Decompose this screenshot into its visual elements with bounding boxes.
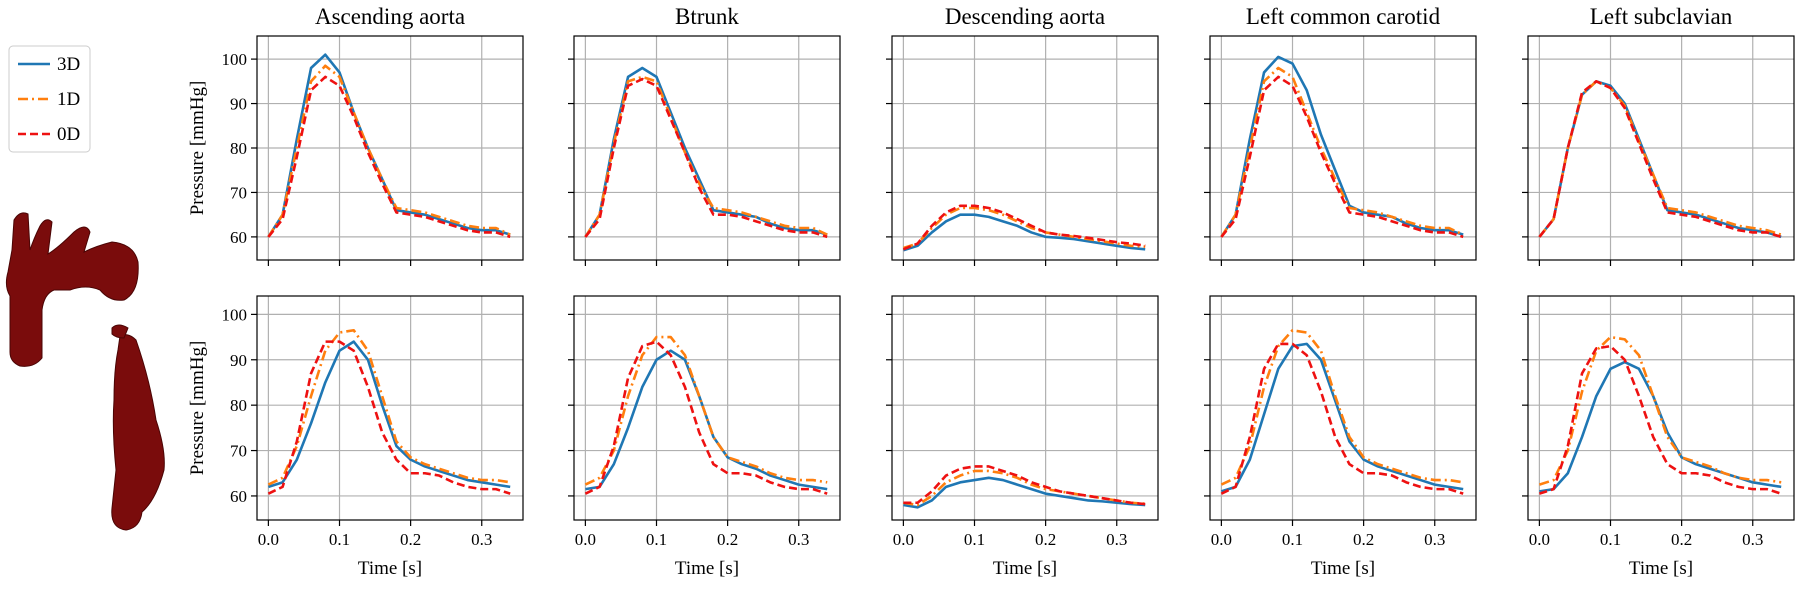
series-line bbox=[1538, 335, 1782, 486]
subplot-title: Left common carotid bbox=[1246, 4, 1441, 29]
y-tick-label: 100 bbox=[222, 50, 248, 69]
series-line bbox=[267, 53, 511, 238]
series-line bbox=[1538, 80, 1782, 239]
aorta-model bbox=[5, 212, 165, 531]
subplot: 0.0 0.1 0.2 0.3 Time [s] bbox=[886, 295, 1159, 579]
series-line bbox=[1220, 75, 1464, 239]
subplot: 0.0 0.1 0.2 0.3 60 70 80 90 100 Time [s] Pressure … bbox=[187, 295, 524, 579]
legend-label: 0D bbox=[57, 124, 80, 145]
series-line bbox=[1220, 55, 1464, 238]
series-line bbox=[267, 64, 511, 238]
series-line bbox=[1538, 344, 1782, 495]
series-line bbox=[902, 204, 1146, 251]
x-tick-label: 0.0 bbox=[575, 530, 596, 549]
series-line bbox=[584, 75, 828, 238]
series-line bbox=[1220, 342, 1464, 495]
subplot: Descending aorta bbox=[886, 4, 1159, 266]
x-tick-label: 0.2 bbox=[1671, 530, 1692, 549]
series-line bbox=[902, 213, 1146, 252]
series-line bbox=[1539, 360, 1782, 493]
x-tick-label: 0.1 bbox=[964, 530, 985, 549]
series-line bbox=[902, 206, 1146, 250]
subplot: 0.0 0.1 0.2 0.3 Time [s] bbox=[1522, 295, 1795, 579]
y-tick-label: 90 bbox=[230, 95, 247, 114]
y-tick-label: 60 bbox=[230, 487, 247, 506]
x-axis-label: Time [s] bbox=[1311, 558, 1375, 579]
x-tick-label: 0.0 bbox=[258, 530, 279, 549]
x-tick-label: 0.2 bbox=[400, 530, 421, 549]
series-line bbox=[267, 340, 511, 495]
series-line bbox=[1220, 328, 1464, 486]
plot-frame bbox=[891, 35, 1159, 261]
legend-box bbox=[8, 45, 91, 153]
subplot-title: Ascending aorta bbox=[315, 4, 465, 29]
subplot: Left subclavian bbox=[1522, 4, 1795, 266]
x-tick-label: 0.2 bbox=[1035, 530, 1056, 549]
series-line bbox=[584, 335, 828, 486]
subplot-title: Btrunk bbox=[675, 4, 739, 29]
x-tick-label: 0.1 bbox=[1282, 530, 1303, 549]
series-line bbox=[1538, 80, 1782, 238]
series-line bbox=[267, 328, 511, 486]
y-tick-label: 80 bbox=[230, 396, 247, 415]
plot-frame bbox=[256, 295, 524, 521]
x-axis-label: Time [s] bbox=[1629, 558, 1693, 579]
x-axis-label: Time [s] bbox=[993, 558, 1057, 579]
series-line bbox=[1220, 342, 1464, 493]
x-tick-label: 0.1 bbox=[1600, 530, 1621, 549]
subplot: Btrunk bbox=[568, 4, 841, 266]
y-tick-label: 60 bbox=[230, 228, 247, 247]
series-line bbox=[903, 476, 1146, 509]
x-tick-label: 0.3 bbox=[788, 530, 809, 549]
subplot: 0.0 0.1 0.2 0.3 Time [s] bbox=[568, 295, 841, 579]
plot-frame bbox=[573, 295, 841, 521]
subplot: 60 70 80 90 100 Ascending aorta Pressure [mmHg… bbox=[187, 4, 524, 266]
series-line bbox=[1220, 66, 1464, 238]
plot-frame bbox=[1527, 35, 1795, 261]
x-axis-label: Time [s] bbox=[675, 558, 739, 579]
subplot-title: Left subclavian bbox=[1590, 4, 1733, 29]
x-tick-label: 0.2 bbox=[717, 530, 738, 549]
plot-frame bbox=[1527, 295, 1795, 521]
series-line bbox=[585, 349, 828, 491]
x-tick-label: 0.3 bbox=[1742, 530, 1763, 549]
series-line bbox=[267, 340, 511, 489]
subplot-title: Descending aorta bbox=[945, 4, 1105, 29]
x-axis-label: Time [s] bbox=[358, 558, 422, 579]
legend: 3D 1D 0D bbox=[8, 45, 91, 153]
legend-label: 3D bbox=[57, 54, 80, 75]
plot-frame bbox=[891, 295, 1159, 521]
plot-frame bbox=[573, 35, 841, 261]
plot-frame bbox=[256, 35, 524, 261]
x-tick-label: 0.1 bbox=[329, 530, 350, 549]
y-tick-label: 100 bbox=[222, 305, 248, 324]
subplot: 0.0 0.1 0.2 0.3 Time [s] bbox=[1204, 295, 1477, 579]
series-line bbox=[267, 75, 511, 239]
y-axis-label: Pressure [mmHg] bbox=[187, 81, 208, 216]
x-tick-label: 0.2 bbox=[1353, 530, 1374, 549]
y-tick-label: 80 bbox=[230, 139, 247, 158]
x-tick-label: 0.0 bbox=[1211, 530, 1232, 549]
x-tick-label: 0.0 bbox=[1529, 530, 1550, 549]
series-line bbox=[584, 66, 828, 238]
x-tick-label: 0.3 bbox=[1106, 530, 1127, 549]
y-tick-label: 70 bbox=[230, 183, 247, 202]
legend-label: 1D bbox=[57, 89, 80, 110]
x-tick-label: 0.3 bbox=[471, 530, 492, 549]
y-tick-label: 90 bbox=[230, 351, 247, 370]
plot-frame bbox=[1209, 35, 1477, 261]
plot-frame bbox=[1209, 295, 1477, 521]
series-line bbox=[584, 77, 828, 239]
y-tick-label: 70 bbox=[230, 442, 247, 461]
x-tick-label: 0.1 bbox=[646, 530, 667, 549]
series-line bbox=[1538, 80, 1782, 239]
y-axis-label: Pressure [mmHg] bbox=[187, 341, 208, 476]
subplot: Left common carotid bbox=[1204, 4, 1477, 266]
x-tick-label: 0.3 bbox=[1424, 530, 1445, 549]
series-line bbox=[903, 465, 1146, 506]
x-tick-label: 0.0 bbox=[893, 530, 914, 549]
